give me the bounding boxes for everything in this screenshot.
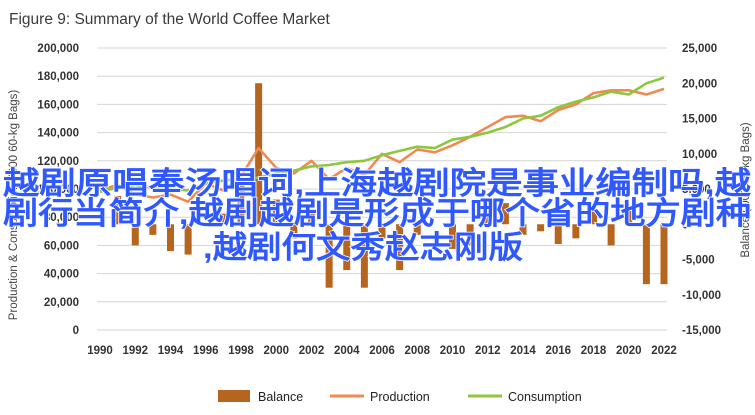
left-tick-label: 200,000 (37, 43, 79, 55)
balance-bar (237, 181, 245, 225)
balance-bars (114, 83, 668, 288)
x-tick-label: 2000 (263, 345, 289, 357)
legend-label: Balance (258, 390, 303, 404)
legend-label: Consumption (508, 390, 582, 404)
left-tick-label: 160,000 (37, 99, 79, 111)
legend-swatch (218, 390, 250, 402)
balance-bar (484, 213, 492, 225)
balance-bar (449, 224, 456, 249)
legend-label: Production (370, 390, 430, 404)
balance-bar (360, 224, 368, 288)
right-tick-label: 20,000 (682, 78, 717, 90)
balance-bar (272, 199, 280, 225)
series-lines (99, 76, 665, 203)
legend-production: Production (330, 390, 430, 404)
balance-bar (167, 224, 174, 252)
right-tick-label: 10,000 (682, 149, 717, 161)
legend-consumption: Consumption (468, 390, 582, 404)
overlay-text-line: 剧行当简介,越剧越剧是形成于哪个省的地方剧种 (3, 196, 751, 231)
balance-bar (290, 224, 298, 239)
balance-bar (114, 196, 122, 225)
balance-bar (325, 224, 333, 288)
balance-bar (131, 224, 139, 246)
balance-bar (554, 224, 562, 244)
x-tick-label: 2014 (510, 345, 536, 357)
x-tick-label: 2018 (581, 345, 607, 357)
balance-bar (572, 224, 580, 239)
overlay-text-block: 越剧原唱奉汤唱词,上海越剧院是事业编制吗,越剧行当简介,越剧越剧是形成于哪个省的… (2, 165, 753, 266)
overlay-text-line: 越剧原唱奉汤唱词,上海越剧院是事业编制吗,越 (3, 166, 752, 201)
left-tick-label: 80,000 (44, 212, 79, 224)
x-axis-ticks: 1990 1992 1994 1996 1998 2000 2002 2004 2006 2008… (87, 345, 677, 357)
balance-bar (219, 213, 227, 225)
legend: Balance Production Consumption (218, 390, 582, 404)
x-tick-label: 2004 (334, 345, 360, 357)
x-tick-label: 1998 (228, 345, 254, 357)
overlay-text-line: ,越剧何文秀赵志刚版 (203, 230, 523, 265)
production-line (99, 87, 665, 203)
balance-bar (396, 224, 404, 271)
balance-bar (184, 224, 192, 255)
balance-bar (607, 224, 615, 246)
balance-bar (308, 213, 315, 225)
x-tick-label: 1990 (87, 345, 113, 357)
right-tick-label: 25,000 (682, 43, 717, 55)
legend-balance: Balance (218, 390, 303, 404)
consumption-line (99, 76, 665, 194)
left-tick-label: 140,000 (37, 128, 79, 140)
x-tick-label: 2016 (545, 345, 571, 357)
balance-bar (149, 224, 157, 235)
x-tick-label: 2022 (651, 345, 677, 357)
x-tick-label: 1994 (158, 345, 184, 357)
right-tick-label: 5,000 (682, 184, 711, 196)
balance-bar (501, 203, 509, 225)
balance-bar (255, 83, 263, 225)
right-tick-label: 0 (682, 219, 688, 231)
left-axis-label: Production & Consumption ('000 60-kg Bag… (8, 90, 20, 321)
x-tick-label: 2006 (369, 345, 395, 357)
balance-bar (625, 210, 633, 225)
x-tick-label: 2002 (299, 345, 325, 357)
x-tick-label: 2020 (616, 345, 642, 357)
left-tick-label: 100,000 (37, 184, 79, 196)
balance-bar (466, 224, 474, 246)
left-tick-label: 20,000 (44, 297, 79, 309)
balance-bar (413, 224, 421, 235)
balance-bar (642, 224, 650, 285)
x-tick-label: 1996 (193, 345, 219, 357)
chart-title: Figure 9: Summary of the World Coffee Ma… (9, 11, 330, 28)
right-tick-label: 15,000 (682, 114, 717, 126)
right-axis-ticks: -15,000 -10,000 -5,000 0 5,000 10,000 15,000 20… (682, 43, 721, 337)
left-tick-label: 120,000 (37, 156, 79, 168)
right-tick-label: -10,000 (682, 290, 721, 302)
left-tick-label: 40,000 (44, 269, 79, 281)
balance-bar (537, 224, 545, 232)
balance-bar (519, 224, 527, 235)
right-tick-label: -15,000 (682, 325, 721, 337)
balance-bar (590, 208, 597, 225)
x-tick-label: 2012 (475, 345, 501, 357)
left-axis-ticks: 0 20,000 40,000 60,000 80,000 100,000 120,000 1… (37, 43, 79, 337)
balance-bar (660, 224, 668, 285)
right-tick-label: -5,000 (682, 255, 715, 267)
balance-bar (378, 224, 386, 239)
left-tick-label: 0 (73, 325, 79, 337)
balance-bar (343, 224, 351, 271)
x-tick-label: 2010 (440, 345, 466, 357)
left-tick-label: 60,000 (44, 240, 79, 252)
right-axis-label: Balance ('000 60-kg Bags) (740, 122, 752, 257)
left-tick-label: 180,000 (37, 71, 79, 83)
x-tick-label: 1992 (122, 345, 148, 357)
x-tick-label: 2008 (404, 345, 430, 357)
